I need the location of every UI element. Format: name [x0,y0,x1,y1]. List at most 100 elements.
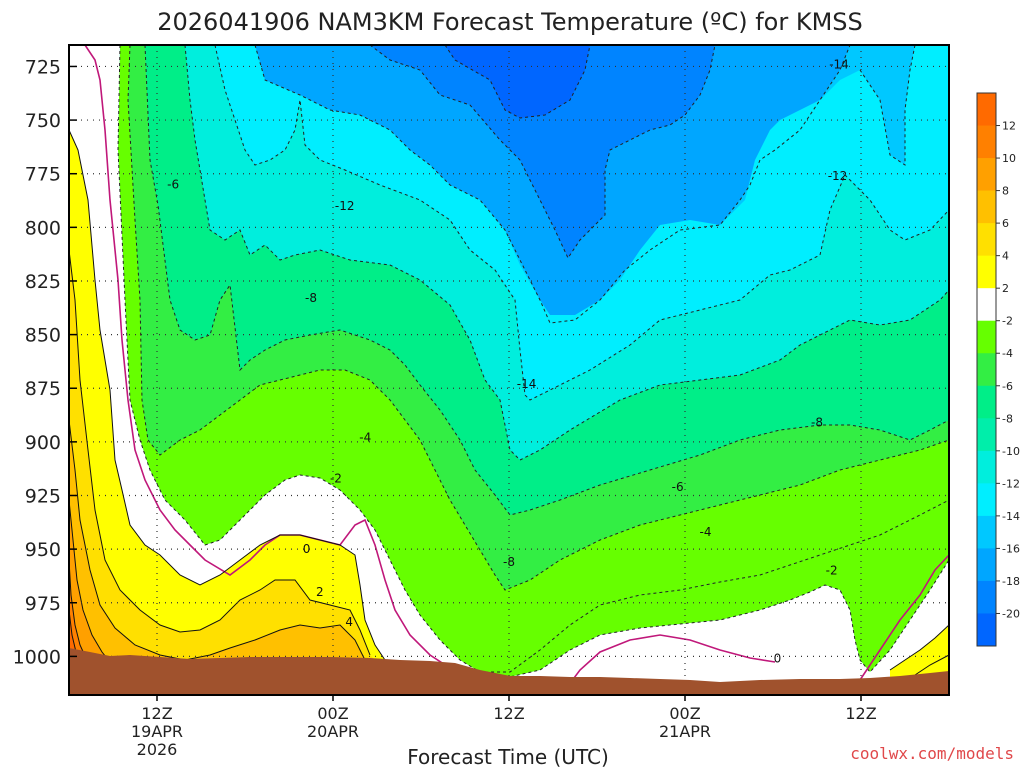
x-tick-label-1-0: 00Z [317,704,348,723]
freezing-contour-lines [84,45,949,691]
colorbar-bin-1 [977,125,996,159]
y-tick-label-1000: 1000 [13,646,61,668]
contour-minus8 [127,45,949,591]
contour-label-1: -6 [167,177,179,191]
contour-plus6-left [69,419,366,661]
colorbar-bin-2 [977,158,996,192]
contour-minus20 [444,45,591,119]
colorbar-bin-16 [977,613,996,647]
contour-label-10: -4 [700,525,712,539]
fill-band-plus8 [69,500,110,670]
contour-label-2: -12 [335,199,355,213]
contour-label-16: 0 [774,652,782,666]
colorbar-bin-14 [977,548,996,582]
contour-zero-far-right [859,554,949,681]
colorbar-label-10: -10 [1002,445,1020,458]
colorbar-bin-15 [977,580,996,614]
y-tick-label-825: 825 [25,271,61,293]
colorbar-label-7: -4 [1002,347,1013,360]
y-tick-label-975: 975 [25,593,61,615]
terrain-surface [69,648,949,695]
x-axis-label: Forecast Time (UTC) [407,745,609,768]
contour-minus14-b [859,45,916,166]
contour-label-12: -2 [826,564,838,578]
colorbar-label-15: -20 [1002,607,1020,620]
y-tick-label-875: 875 [25,378,61,400]
x-tick-label-1-1: 20APR [307,722,359,741]
colorbar-bin-6 [977,288,996,322]
contour-label-14: 2 [316,585,324,599]
fill-band-minus10 [69,45,949,460]
contour-label-5: -14 [517,377,537,391]
colorbar-label-8: -6 [1002,380,1013,393]
x-tick-label-4-0: 12Z [845,704,876,723]
contour-fill-area: -14 -6 -12 -12 -8 -14 -8 -4 -2 -6 -4 -8 -2 0 2 4 0 [69,45,949,695]
y-tick-label-950: 950 [25,539,61,561]
colorbar-bin-9 [977,385,996,419]
contour-plus10-left [69,559,87,659]
fill-band-plus12 [69,610,76,660]
contour-minus14 [214,45,949,401]
colorbar-label-14: -18 [1002,575,1020,588]
y-tick-label-725: 725 [25,56,61,78]
y-tick-label-850: 850 [25,325,61,347]
fill-band-minus8 [69,45,949,515]
colorbar-bin-8 [977,353,996,387]
contour-label-15: 4 [345,615,353,629]
colorbar-label-2: 8 [1002,185,1009,198]
contour-label-4: -8 [305,291,317,305]
contour-zero-left [84,45,471,676]
x-tick-label-3-0: 00Z [669,704,700,723]
credit-text: coolwx.com/models [850,744,1014,763]
colorbar-label-1: 10 [1002,152,1016,165]
grid-lines [69,45,949,695]
colorbar-bin-11 [977,450,996,484]
y-tick-label-900: 900 [25,432,61,454]
colorbar-bin-0 [977,93,996,127]
x-tick-label-0-2: 2026 [137,740,178,759]
contour-plus8-left [69,499,111,663]
colorbar-bin-10 [977,418,996,452]
contour-label-0: -14 [829,57,849,71]
chart-title: 2026041906 NAM3KM Forecast Temperature (… [157,8,863,36]
colorbar-frame [976,92,997,647]
colorbar-label-9: -8 [1002,412,1013,425]
colorbar-label-13: -16 [1002,542,1020,555]
contour-plus2-left [69,129,386,661]
y-tick-label-750: 750 [25,110,61,132]
contour-minus12 [184,45,949,461]
positive-contour-lines [69,129,949,676]
x-tick-label-0-0: 12Z [141,704,172,723]
colorbar-label-11: -12 [1002,477,1020,490]
contour-minus18 [369,45,716,260]
contour-label-7: -4 [359,431,371,445]
contour-label-11: -8 [503,555,515,569]
fill-band-minus12 [69,45,949,400]
colorbar-label-0: 12 [1002,120,1016,133]
colorbar-bin-3 [977,190,996,224]
fill-band-minus6 [69,45,949,590]
contour-label-3: -12 [828,169,848,183]
fill-band-white-right [505,560,949,695]
fill-band-minus4 [69,45,949,672]
x-tick-label-0-1: 19APR [131,722,183,741]
contour-label-9: -6 [672,480,684,494]
contour-plus2-right [889,624,949,671]
contour-label-13: 0 [303,542,311,556]
colorbar-bin-5 [977,255,996,289]
colorbar-label-3: 6 [1002,217,1009,230]
negative-contour-lines [117,45,949,679]
y-axis: 725 750 775 800 825 850 875 900 925 950 975 1000 [13,56,77,668]
colorbar: 12 10 8 6 4 2 -2 -4 -6 -8 -10 -12 -14 -16 -18 -20 [976,92,1020,647]
colorbar-bin-7 [977,320,996,354]
contour-plus4-left [69,249,371,656]
fill-band-white-left [69,45,480,695]
y-tick-label-925: 925 [25,485,61,507]
contour-minus16 [254,45,851,324]
colorbar-bin-13 [977,515,996,549]
contour-label-6: -8 [811,416,823,430]
colorbar-label-4: 4 [1002,250,1009,263]
contour-label-8: -2 [330,471,342,485]
contour-labels: -14 -6 -12 -12 -8 -14 -8 -4 -2 -6 -4 -8 -2 0 2 4 0 [167,57,849,665]
